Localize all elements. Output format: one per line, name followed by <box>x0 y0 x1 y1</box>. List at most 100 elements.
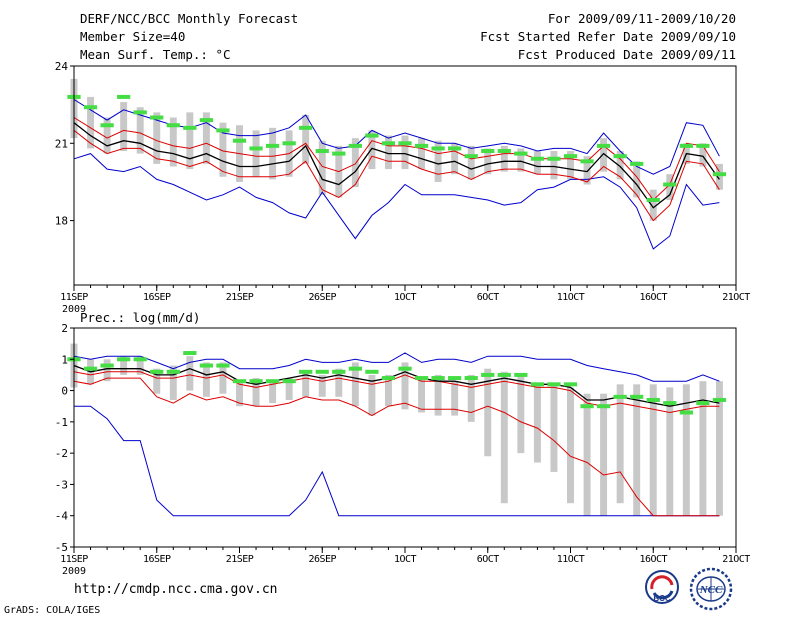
median-mark <box>630 161 644 166</box>
x-tick-label: 11SEP <box>60 292 88 303</box>
spread-box <box>633 161 641 198</box>
spread-box <box>219 362 227 394</box>
x-tick-label: 11SEP <box>60 554 88 565</box>
median-mark <box>679 410 693 415</box>
spread-box <box>533 151 541 175</box>
spread-box <box>467 145 475 180</box>
median-mark <box>199 363 214 368</box>
median-mark <box>265 143 280 148</box>
median-mark <box>117 94 131 99</box>
spread-box <box>451 143 459 175</box>
spread-box <box>434 374 442 416</box>
spread-box <box>550 151 558 180</box>
median-mark <box>679 143 693 148</box>
spread-box <box>600 138 608 172</box>
median-mark <box>646 397 660 402</box>
x-year-label: 2009 <box>62 566 86 577</box>
median-mark <box>696 401 710 406</box>
spread-box <box>633 384 641 516</box>
spread-box <box>401 135 409 170</box>
spread-box <box>368 374 376 416</box>
spread-box <box>186 112 194 170</box>
member-size: Member Size=40 <box>80 29 186 44</box>
median-mark <box>530 156 545 161</box>
x-tick-label: 1OCT <box>394 554 417 565</box>
median-mark <box>381 141 396 146</box>
svg-text:NCC: NCC <box>699 584 723 596</box>
y-tick-label: 0 <box>61 385 68 398</box>
spread-box <box>467 374 475 422</box>
median-mark <box>100 363 114 368</box>
grads-credit: GrADS: COLA/IGES <box>4 605 101 616</box>
median-mark <box>150 369 164 374</box>
median-mark <box>183 125 197 130</box>
fcst-produced-date: Fcst Produced Date 2009/09/11 <box>517 47 736 62</box>
max-line <box>73 99 720 175</box>
spread-box <box>699 143 707 167</box>
spread-box <box>418 378 426 413</box>
median-mark <box>299 369 313 374</box>
spread-box <box>186 356 194 391</box>
y-tick-label: 1 <box>61 353 68 366</box>
median-mark <box>365 369 379 374</box>
x-tick-label: 21OCT <box>722 554 750 565</box>
median-mark <box>414 143 429 148</box>
source-url[interactable]: http://cmdp.ncc.cma.gov.cn <box>74 582 278 597</box>
median-mark <box>315 369 329 374</box>
median-mark <box>646 197 660 202</box>
median-mark <box>464 154 478 159</box>
median-mark <box>497 372 511 377</box>
spread-box <box>202 112 210 164</box>
y-tick-label: 18 <box>55 215 68 228</box>
spread-box <box>351 138 359 188</box>
median-mark <box>630 394 644 399</box>
median-mark <box>712 172 727 177</box>
y-tick-label: -4 <box>55 510 69 523</box>
median-mark <box>563 382 578 387</box>
x-tick-label: 21OCT <box>722 292 750 303</box>
median-mark <box>133 110 147 115</box>
median-mark <box>216 363 230 368</box>
spread-box <box>550 384 558 472</box>
min-line <box>73 153 720 250</box>
spread-box <box>335 368 343 397</box>
spread-box <box>252 130 260 177</box>
y-tick-label: -3 <box>55 478 68 491</box>
median-mark <box>332 369 346 374</box>
median-mark <box>83 105 98 110</box>
median-mark <box>365 133 379 138</box>
median-mark <box>282 141 296 146</box>
median-mark <box>497 149 511 154</box>
y-tick-label: -2 <box>55 447 68 460</box>
median-mark <box>663 182 677 187</box>
spread-box <box>103 359 111 382</box>
x-tick-label: 16OCT <box>639 292 667 303</box>
svg-text:BCC: BCC <box>653 594 671 603</box>
panel2-title: Prec.: log(mm/d) <box>80 310 201 325</box>
spread-box <box>616 384 624 504</box>
forecast-period: For 2009/09/11-2009/10/20 <box>547 11 736 26</box>
spread-box <box>219 122 227 177</box>
spread-box <box>87 96 95 149</box>
spread-box <box>302 371 310 397</box>
spread-box <box>567 387 574 504</box>
median-mark <box>216 128 230 133</box>
spread-box <box>649 384 657 516</box>
x-tick-label: 1OCT <box>394 292 417 303</box>
spread-box <box>533 384 541 463</box>
spread-box <box>583 156 591 185</box>
median-mark <box>398 141 412 146</box>
spread-box <box>434 140 442 182</box>
spread-box <box>318 374 326 397</box>
median-mark <box>481 149 495 154</box>
ncc-logo: NCC <box>688 567 734 615</box>
median-mark <box>414 376 429 381</box>
spread-box <box>136 107 144 154</box>
upper-line <box>73 371 720 414</box>
median-mark <box>563 154 578 159</box>
spread-box <box>500 371 508 504</box>
median-mark <box>150 115 164 120</box>
median-mark <box>133 357 147 362</box>
median-mark <box>596 143 611 148</box>
